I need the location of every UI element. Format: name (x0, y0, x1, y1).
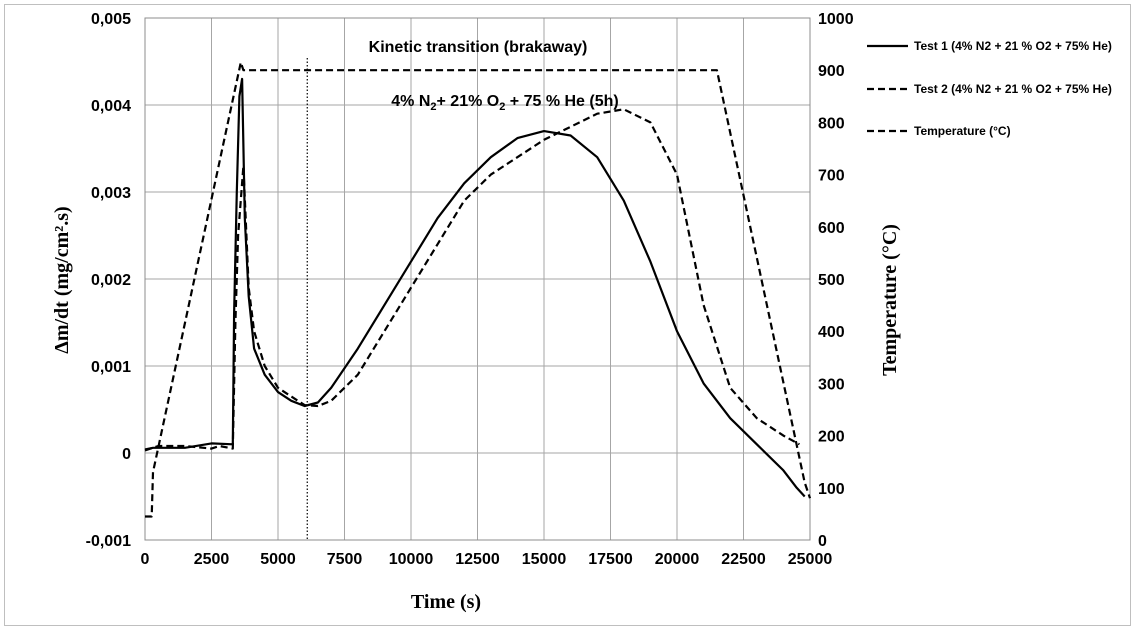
annotation-transition: Kinetic transition (brakaway) (369, 39, 588, 56)
x-tick-label: 12500 (455, 551, 500, 568)
chart-frame (4, 4, 1131, 626)
x-tick-label: 5000 (260, 551, 296, 568)
atmos-sub-1: 2 (430, 101, 436, 113)
x-tick-label: 17500 (588, 551, 633, 568)
x-tick-label: 7500 (327, 551, 363, 568)
atmos-part-c: + 75 % He (5h) (505, 93, 618, 110)
y-axis-right-title: Temperature (°C) (879, 224, 901, 376)
y-axis-left-title: Δm/dt (mg/cm².s) (51, 206, 73, 353)
y-left-tick-label: 0,002 (91, 272, 131, 289)
y-left-tick-label: 0,004 (91, 98, 131, 115)
y-left-tick-label: -0,001 (86, 533, 131, 550)
y-right-tick-label: 200 (818, 429, 845, 446)
y-right-tick-label: 400 (818, 324, 845, 341)
y-right-tick-label: 700 (818, 168, 845, 185)
x-tick-label: 25000 (788, 551, 833, 568)
x-tick-label: 0 (141, 551, 150, 568)
ticks-layer: 0 2500 5000 7500 10000 12500 15000 17500 20000 22… (86, 11, 854, 568)
y-right-tick-label: 1000 (818, 11, 854, 28)
y-right-tick-label: 800 (818, 115, 845, 132)
atmos-part-a: 4% N (391, 93, 430, 110)
x-tick-label: 10000 (389, 551, 434, 568)
legend-label-3: Temperature (°C) (914, 124, 1011, 138)
series-line-1 (144, 77, 806, 498)
y-right-tick-label: 300 (818, 376, 845, 393)
legend-label-1: Test 1 (4% N2 + 21 % O2 + 75% He) (914, 39, 1112, 53)
plot-area (144, 17, 811, 541)
y-right-tick-label: 100 (818, 481, 845, 498)
x-tick-label: 22500 (721, 551, 766, 568)
y-right-tick-label: 600 (818, 220, 845, 237)
y-left-tick-label: 0,001 (91, 359, 131, 376)
x-tick-label: 15000 (522, 551, 567, 568)
atmos-sub-2: 2 (499, 101, 505, 113)
legend: Test 1 (4% N2 + 21 % O2 + 75% He) Test 2 … (867, 39, 1112, 138)
legend-label-2: Test 2 (4% N2 + 21 % O2 + 75% He) (914, 82, 1112, 96)
series-layer (144, 61, 812, 518)
y-right-tick-label: 0 (818, 533, 827, 550)
x-tick-label: 20000 (655, 551, 700, 568)
atmos-part-b: + 21% O (437, 93, 500, 110)
y-left-tick-label: 0 (122, 446, 131, 463)
series-line-2 (144, 108, 800, 452)
y-right-tick-label: 500 (818, 272, 845, 289)
annotation-atmosphere: 4% N2+ 21% O2 + 75 % He (5h) (391, 93, 618, 113)
y-left-tick-label: 0,005 (91, 11, 131, 28)
series-line-3 (145, 61, 812, 518)
y-right-tick-label: 900 (818, 63, 845, 80)
y-left-tick-label: 0,003 (91, 185, 131, 202)
x-tick-label: 2500 (194, 551, 230, 568)
x-axis-title: Time (s) (411, 591, 481, 613)
